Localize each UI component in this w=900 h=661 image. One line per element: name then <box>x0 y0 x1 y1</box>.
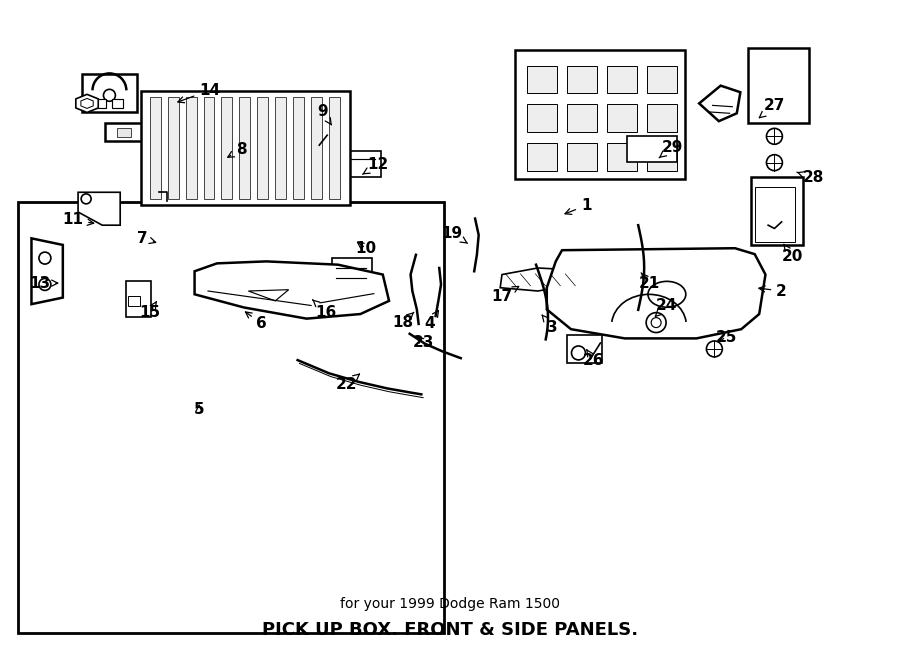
Text: 5: 5 <box>194 402 204 417</box>
Bar <box>752 177 803 245</box>
Text: 1: 1 <box>565 198 591 214</box>
Text: 20: 20 <box>782 244 803 264</box>
Bar <box>203 97 214 200</box>
Circle shape <box>104 89 115 101</box>
Bar <box>126 281 151 317</box>
Text: 21: 21 <box>639 273 661 291</box>
Bar <box>239 97 250 200</box>
Text: 12: 12 <box>363 157 389 175</box>
Bar <box>607 143 637 171</box>
Polygon shape <box>78 192 121 225</box>
Text: 26: 26 <box>582 350 604 368</box>
Bar <box>129 296 140 306</box>
Text: 16: 16 <box>312 300 337 319</box>
Circle shape <box>572 346 585 360</box>
Text: 10: 10 <box>356 241 376 256</box>
Text: 9: 9 <box>318 104 331 125</box>
Bar <box>647 104 677 132</box>
Bar <box>755 187 795 242</box>
Polygon shape <box>32 239 63 304</box>
Bar <box>516 50 685 179</box>
Bar <box>329 97 340 200</box>
Bar <box>328 115 349 136</box>
Bar <box>567 104 597 132</box>
Bar <box>95 99 106 108</box>
Bar <box>194 128 209 137</box>
Text: 22: 22 <box>337 374 360 392</box>
Polygon shape <box>194 261 389 319</box>
Bar <box>220 128 234 137</box>
Bar <box>143 128 157 137</box>
Bar <box>567 143 597 171</box>
Bar <box>112 99 123 108</box>
Bar <box>647 65 677 93</box>
Polygon shape <box>248 290 289 301</box>
Bar <box>117 128 130 137</box>
Text: 24: 24 <box>655 298 678 317</box>
Text: 8: 8 <box>228 142 247 157</box>
Bar <box>167 97 178 200</box>
Bar <box>168 128 183 137</box>
Bar <box>346 151 381 177</box>
Polygon shape <box>76 95 98 112</box>
Text: 6: 6 <box>246 312 267 331</box>
Polygon shape <box>81 98 94 108</box>
Text: 13: 13 <box>29 276 58 291</box>
Bar <box>275 97 286 200</box>
Text: 7: 7 <box>138 231 156 246</box>
Circle shape <box>646 313 666 332</box>
Bar <box>82 75 138 112</box>
Text: 17: 17 <box>491 286 518 304</box>
Bar <box>566 335 602 363</box>
Bar <box>607 104 637 132</box>
Polygon shape <box>699 86 741 121</box>
Polygon shape <box>500 268 575 291</box>
Circle shape <box>706 341 723 357</box>
Bar <box>647 143 677 171</box>
Bar <box>527 65 557 93</box>
Bar <box>311 97 322 200</box>
Ellipse shape <box>648 282 686 307</box>
Bar <box>149 97 161 200</box>
Text: 29: 29 <box>659 140 683 158</box>
Text: 19: 19 <box>441 225 467 243</box>
Bar <box>748 48 809 123</box>
Bar <box>273 128 286 137</box>
Circle shape <box>767 128 782 144</box>
Text: PICK UP BOX. FRONT & SIDE PANELS.: PICK UP BOX. FRONT & SIDE PANELS. <box>262 621 638 639</box>
Bar <box>627 136 677 162</box>
Text: 23: 23 <box>412 335 434 350</box>
Text: 3: 3 <box>542 315 557 334</box>
Bar <box>158 176 194 192</box>
Text: 2: 2 <box>759 284 787 299</box>
Text: 14: 14 <box>178 83 220 102</box>
Text: 27: 27 <box>760 98 785 118</box>
Bar <box>527 143 557 171</box>
Circle shape <box>39 252 51 264</box>
Bar <box>293 97 304 200</box>
Bar <box>332 258 372 286</box>
Bar <box>18 202 444 633</box>
Text: 25: 25 <box>716 330 737 344</box>
Bar <box>140 91 350 206</box>
Text: 18: 18 <box>392 312 414 330</box>
Text: 28: 28 <box>796 171 824 185</box>
Bar <box>567 65 597 93</box>
Circle shape <box>39 278 51 290</box>
Polygon shape <box>547 249 766 338</box>
Text: 11: 11 <box>62 212 94 227</box>
Bar <box>527 104 557 132</box>
Circle shape <box>652 318 662 328</box>
Bar <box>257 97 268 200</box>
Bar <box>247 128 260 137</box>
Text: 15: 15 <box>140 301 160 319</box>
Text: 4: 4 <box>424 311 438 331</box>
Bar <box>185 97 196 200</box>
Circle shape <box>81 194 91 204</box>
Bar <box>105 123 299 141</box>
Bar <box>607 65 637 93</box>
Circle shape <box>767 155 782 171</box>
Bar <box>221 97 232 200</box>
Text: for your 1999 Dodge Ram 1500: for your 1999 Dodge Ram 1500 <box>340 597 560 611</box>
